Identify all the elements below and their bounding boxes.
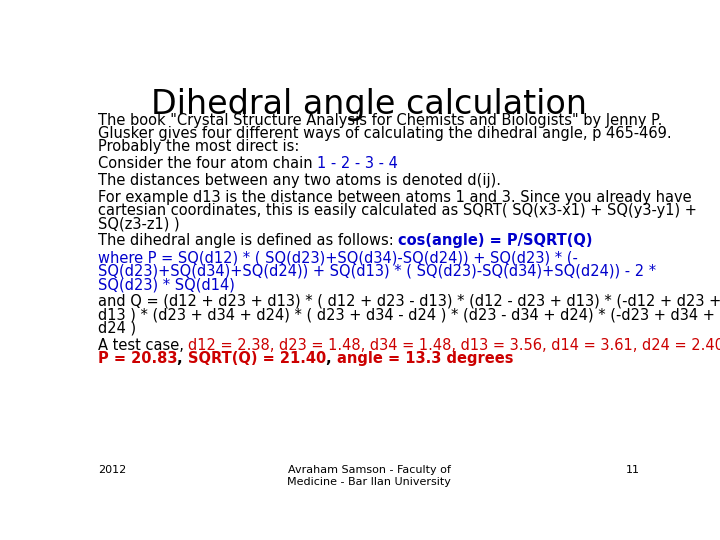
Text: P = 20.83: P = 20.83 bbox=[98, 351, 177, 366]
Text: d12 = 2.38, d23 = 1.48, d34 = 1.48, d13 = 3.56, d14 = 3.61, d24 = 2.40: d12 = 2.38, d23 = 1.48, d34 = 1.48, d13 … bbox=[188, 338, 720, 353]
Text: cos(angle) = P/SQRT(Q): cos(angle) = P/SQRT(Q) bbox=[398, 233, 593, 248]
Text: A test case,: A test case, bbox=[98, 338, 188, 353]
Text: SQRT(Q) = 21.40: SQRT(Q) = 21.40 bbox=[188, 351, 326, 366]
Text: d24 ): d24 ) bbox=[98, 321, 136, 336]
Text: Consider the four atom chain: Consider the four atom chain bbox=[98, 156, 317, 171]
Text: The book "Crystal Structure Analysis for Chemists and Biologists" by Jenny P.: The book "Crystal Structure Analysis for… bbox=[98, 112, 662, 127]
Text: cartesian coordinates, this is easily calculated as SQRT( SQ(x3-x1) + SQ(y3-y1) : cartesian coordinates, this is easily ca… bbox=[98, 203, 697, 218]
Text: The distances between any two atoms is denoted d(ij).: The distances between any two atoms is d… bbox=[98, 173, 500, 188]
Text: 11: 11 bbox=[626, 465, 640, 475]
Text: SQ(d23)+SQ(d34)+SQ(d24)) + SQ(d13) * ( SQ(d23)-SQ(d34)+SQ(d24)) - 2 *: SQ(d23)+SQ(d34)+SQ(d24)) + SQ(d13) * ( S… bbox=[98, 264, 656, 279]
Text: ,: , bbox=[326, 351, 337, 366]
Text: For example d13 is the distance between atoms 1 and 3. Since you already have: For example d13 is the distance between … bbox=[98, 190, 691, 205]
Text: 1 - 2 - 3 - 4: 1 - 2 - 3 - 4 bbox=[317, 156, 398, 171]
Text: ,: , bbox=[177, 351, 188, 366]
Text: Avraham Samson - Faculty of
Medicine - Bar Ilan University: Avraham Samson - Faculty of Medicine - B… bbox=[287, 465, 451, 487]
Text: The dihedral angle is defined as follows:: The dihedral angle is defined as follows… bbox=[98, 233, 398, 248]
Text: angle = 13.3 degrees: angle = 13.3 degrees bbox=[337, 351, 513, 366]
Text: where P = SQ(d12) * ( SQ(d23)+SQ(d34)-SQ(d24)) + SQ(d23) * (-: where P = SQ(d12) * ( SQ(d23)+SQ(d34)-SQ… bbox=[98, 250, 577, 265]
Text: d13 ) * (d23 + d34 + d24) * ( d23 + d34 - d24 ) * (d23 - d34 + d24) * (-d23 + d3: d13 ) * (d23 + d34 + d24) * ( d23 + d34 … bbox=[98, 307, 715, 322]
Text: SQ(d23) * SQ(d14): SQ(d23) * SQ(d14) bbox=[98, 277, 235, 292]
Text: and Q = (d12 + d23 + d13) * ( d12 + d23 - d13) * (d12 - d23 + d13) * (-d12 + d23: and Q = (d12 + d23 + d13) * ( d12 + d23 … bbox=[98, 294, 720, 309]
Text: Dihedral angle calculation: Dihedral angle calculation bbox=[151, 88, 587, 121]
Text: Probably the most direct is:: Probably the most direct is: bbox=[98, 139, 299, 154]
Text: Glusker gives four different ways of calculating the dihedral angle, p 465-469.: Glusker gives four different ways of cal… bbox=[98, 126, 671, 141]
Text: SQ(z3-z1) ): SQ(z3-z1) ) bbox=[98, 217, 179, 232]
Text: 2012: 2012 bbox=[98, 465, 126, 475]
